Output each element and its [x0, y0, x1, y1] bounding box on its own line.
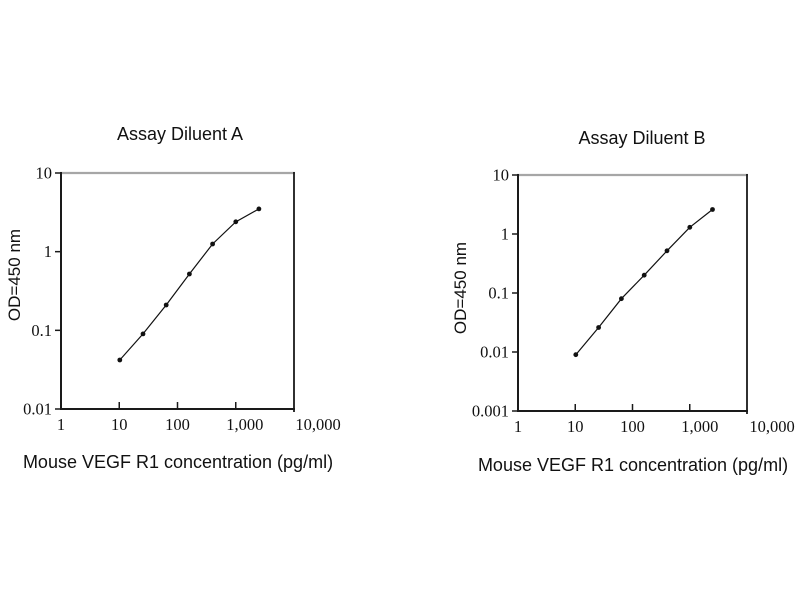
y-tick-label: 1 — [501, 225, 509, 244]
data-point — [710, 207, 715, 212]
y-tick-label: 0.01 — [480, 343, 509, 362]
data-point — [687, 224, 693, 230]
y-tick-label: 1 — [44, 242, 52, 261]
y-tick-label: 10 — [36, 164, 53, 183]
chart-a-y-axis-label: OD=450 nm — [5, 228, 24, 322]
data-point — [596, 325, 601, 330]
x-tick-label: 10,000 — [295, 415, 340, 434]
data-point — [187, 271, 192, 277]
x-tick-label: 10,000 — [749, 417, 794, 436]
chart-b-x-axis-label: Mouse VEGF R1 concentration (pg/ml) — [477, 455, 789, 475]
data-point — [117, 357, 123, 363]
chart-b-y-axis-label: OD=450 nm — [451, 241, 470, 335]
x-tick-label: 100 — [165, 415, 190, 434]
y-tick-label: 0.001 — [472, 402, 509, 421]
x-tick-label: 100 — [620, 417, 645, 436]
data-point — [140, 331, 146, 337]
data-point — [641, 272, 647, 278]
data-point — [233, 219, 239, 225]
y-tick-label: 10 — [493, 166, 510, 185]
chart-a-title: Assay Diluent A — [116, 124, 244, 144]
data-point — [619, 296, 624, 302]
y-tick-label: 0.1 — [31, 321, 52, 340]
series-line — [119, 208, 260, 361]
chart-b-title: Assay Diluent B — [578, 128, 706, 148]
y-tick-label: 0.1 — [488, 284, 509, 303]
x-tick-label: 1 — [57, 415, 65, 434]
data-point — [664, 248, 670, 254]
series-line — [575, 209, 713, 356]
x-tick-label: 10 — [567, 417, 584, 436]
x-tick-label: 1,000 — [681, 417, 718, 436]
data-point — [256, 206, 262, 212]
y-tick-label: 0.01 — [23, 400, 52, 419]
x-tick-label: 10 — [111, 415, 128, 434]
x-tick-label: 1 — [514, 417, 522, 436]
data-point — [573, 352, 579, 358]
data-point — [210, 241, 216, 247]
data-point — [163, 302, 169, 308]
chart-a-x-axis-label: Mouse VEGF R1 concentration (pg/ml) — [22, 452, 334, 472]
x-tick-label: 1,000 — [226, 415, 263, 434]
